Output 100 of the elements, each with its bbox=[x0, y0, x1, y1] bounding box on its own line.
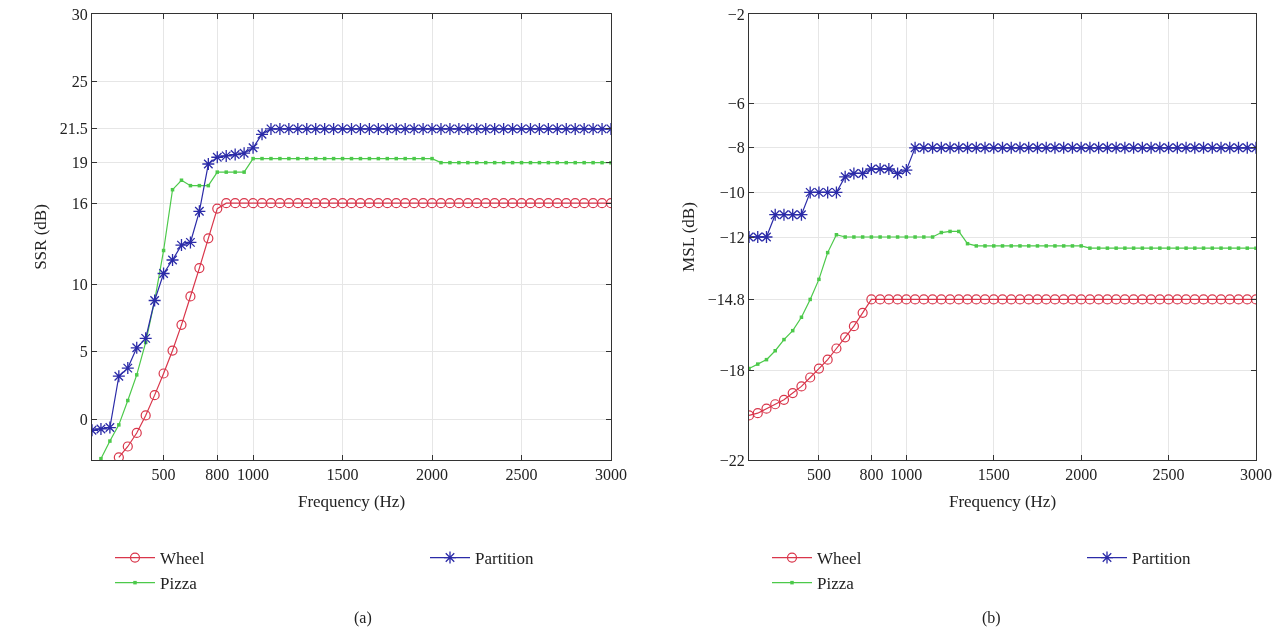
point bbox=[971, 294, 982, 305]
point bbox=[895, 235, 900, 239]
point bbox=[1223, 141, 1237, 155]
point bbox=[873, 162, 887, 176]
point bbox=[1084, 294, 1096, 305]
point bbox=[1123, 246, 1127, 250]
point bbox=[808, 297, 812, 302]
point bbox=[448, 160, 452, 165]
point bbox=[471, 198, 482, 209]
point bbox=[1067, 294, 1078, 305]
point bbox=[1172, 294, 1183, 305]
line-series bbox=[749, 229, 1256, 371]
y-tick-label: 21.5 bbox=[59, 120, 88, 138]
point bbox=[134, 373, 139, 377]
point bbox=[400, 198, 411, 209]
point bbox=[260, 156, 264, 161]
point bbox=[1065, 141, 1080, 155]
x-axis-title: Frequency (Hz) bbox=[948, 491, 1057, 511]
point bbox=[596, 198, 608, 209]
point bbox=[1193, 246, 1197, 250]
point bbox=[927, 294, 938, 305]
text: (b) bbox=[982, 609, 1001, 627]
point bbox=[165, 253, 180, 267]
point bbox=[1096, 246, 1101, 250]
point bbox=[201, 157, 215, 171]
point bbox=[588, 198, 599, 209]
point bbox=[1131, 246, 1136, 250]
point bbox=[922, 235, 926, 239]
point bbox=[167, 345, 178, 356]
point bbox=[466, 160, 470, 165]
point bbox=[121, 361, 135, 375]
point bbox=[847, 166, 861, 181]
point bbox=[269, 156, 273, 161]
point bbox=[904, 235, 909, 239]
point bbox=[246, 141, 260, 155]
point bbox=[909, 294, 921, 305]
legend-label: Partition bbox=[1132, 549, 1192, 569]
x-tick-label: 800 bbox=[859, 466, 884, 484]
point bbox=[1039, 141, 1053, 155]
point bbox=[568, 122, 582, 136]
point bbox=[412, 156, 416, 161]
point bbox=[489, 198, 500, 209]
point bbox=[140, 410, 151, 421]
point bbox=[878, 235, 882, 239]
point bbox=[498, 198, 509, 209]
x-tick-label: 1000 bbox=[237, 466, 270, 484]
point bbox=[1207, 294, 1218, 305]
point bbox=[1242, 294, 1253, 305]
point bbox=[1170, 141, 1184, 155]
point bbox=[1041, 294, 1052, 305]
point bbox=[917, 141, 931, 155]
legend-label: Wheel bbox=[160, 549, 205, 569]
point bbox=[371, 122, 385, 136]
point bbox=[1109, 141, 1123, 155]
point bbox=[475, 160, 479, 165]
point bbox=[247, 198, 259, 209]
point bbox=[848, 321, 859, 332]
y-tick-label: −18 bbox=[719, 362, 745, 380]
point bbox=[1058, 294, 1069, 305]
point bbox=[179, 178, 184, 182]
x-tick-label: 1500 bbox=[977, 466, 1010, 484]
point bbox=[1144, 141, 1158, 155]
point bbox=[108, 439, 112, 443]
point bbox=[203, 233, 214, 244]
point bbox=[1032, 294, 1043, 305]
y-tick-label: −8 bbox=[727, 139, 745, 157]
x-tick-label: 1500 bbox=[326, 466, 359, 484]
point bbox=[782, 337, 786, 342]
point bbox=[210, 150, 224, 164]
point bbox=[215, 170, 220, 174]
point bbox=[1009, 244, 1013, 248]
point bbox=[373, 198, 384, 209]
point bbox=[1179, 141, 1193, 155]
point bbox=[219, 149, 233, 163]
point bbox=[1074, 141, 1088, 155]
point bbox=[1180, 294, 1192, 305]
point bbox=[869, 235, 874, 239]
x-tick-label: 500 bbox=[151, 466, 176, 484]
point bbox=[559, 122, 573, 136]
point bbox=[778, 394, 790, 405]
point bbox=[139, 331, 153, 346]
point bbox=[158, 368, 169, 379]
y-axis-title: MSL (dB) bbox=[679, 202, 699, 272]
point bbox=[282, 122, 296, 136]
point bbox=[1022, 141, 1036, 155]
point bbox=[1233, 294, 1244, 305]
point bbox=[1184, 246, 1188, 250]
point bbox=[403, 156, 407, 161]
point bbox=[1057, 141, 1071, 155]
point bbox=[407, 122, 421, 136]
point bbox=[435, 198, 447, 209]
point bbox=[890, 166, 905, 181]
point bbox=[174, 238, 189, 252]
point bbox=[1061, 244, 1066, 248]
x-tick-label: 2000 bbox=[416, 466, 449, 484]
point bbox=[1000, 244, 1005, 248]
point bbox=[488, 122, 502, 136]
point bbox=[1048, 141, 1062, 155]
x-tick-label: 3000 bbox=[595, 466, 627, 484]
point bbox=[1114, 246, 1118, 250]
